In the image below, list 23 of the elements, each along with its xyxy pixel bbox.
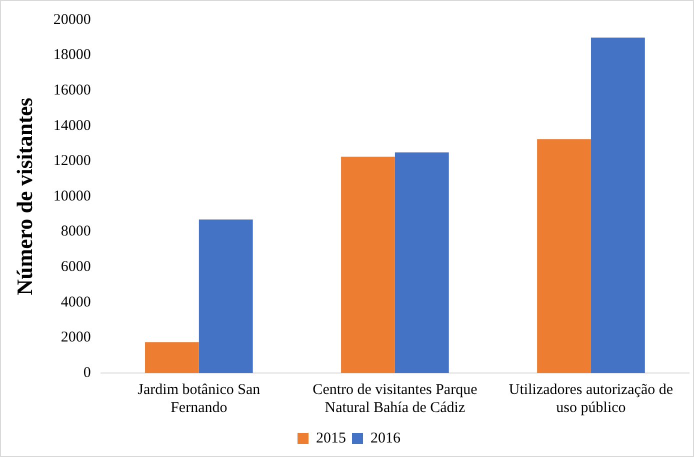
bar — [394, 152, 449, 373]
y-tick-label: 6000 — [60, 259, 91, 276]
legend-label: 2016 — [370, 430, 401, 446]
y-tick-label: 8000 — [60, 224, 91, 240]
y-tick-label: 4000 — [60, 294, 91, 310]
y-tick-label: 16000 — [53, 82, 91, 99]
y-tick-label: 14000 — [53, 118, 91, 134]
x-tick-label: Jardim botânico San Fernando — [138, 382, 261, 416]
legend-label: 2015 — [316, 430, 346, 446]
y-tick-label: 18000 — [53, 47, 91, 64]
y-tick-label: 10000 — [53, 188, 91, 204]
x-tick-label: Utilizadores autorização de uso público — [508, 382, 674, 416]
y-tick-label: 20000 — [53, 12, 91, 28]
bar — [145, 342, 199, 373]
bar — [537, 139, 591, 373]
x-tick-label: Centro de visitantes Parque Natural Bahía de Cádiz — [312, 382, 478, 416]
y-axis-title: Número de visitantes — [12, 97, 37, 296]
y-tick-label: 12000 — [53, 153, 91, 170]
bar — [341, 156, 395, 373]
bar — [590, 38, 645, 373]
bar — [198, 219, 253, 373]
y-tick-label: 2000 — [60, 330, 91, 346]
y-tick-label: 0 — [83, 364, 91, 381]
